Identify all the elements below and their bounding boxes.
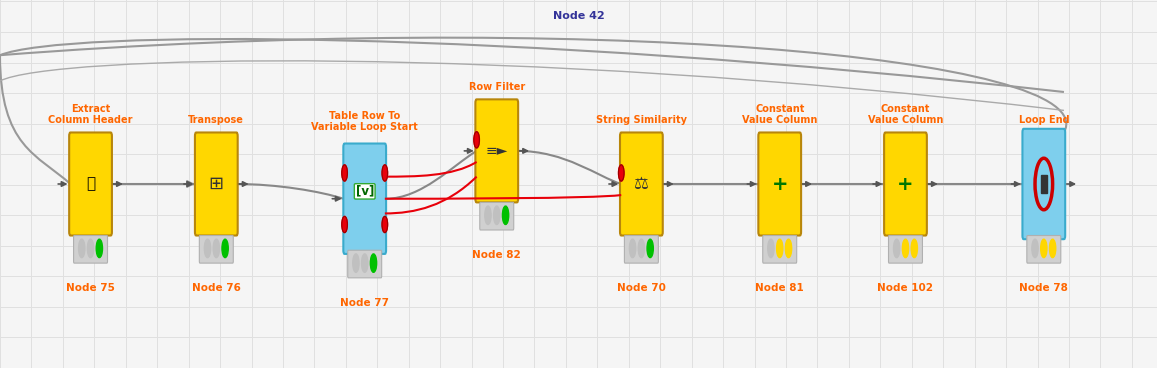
FancyBboxPatch shape (884, 132, 927, 236)
Circle shape (502, 206, 509, 224)
Circle shape (222, 239, 228, 258)
FancyBboxPatch shape (620, 132, 663, 236)
Text: ≡►: ≡► (486, 144, 508, 158)
FancyBboxPatch shape (194, 132, 237, 236)
Text: ⚖: ⚖ (634, 175, 649, 193)
Text: Node 75: Node 75 (66, 283, 115, 293)
Text: Transpose: Transpose (189, 115, 244, 125)
Circle shape (1040, 239, 1047, 258)
FancyBboxPatch shape (476, 99, 518, 202)
Circle shape (619, 165, 624, 181)
Text: Table Row To
Variable Loop Start: Table Row To Variable Loop Start (311, 111, 418, 132)
Circle shape (341, 216, 347, 233)
Circle shape (912, 239, 918, 258)
Bar (1040, 175, 1047, 193)
Text: +: + (772, 174, 788, 194)
Circle shape (647, 239, 654, 258)
Text: [v]: [v] (355, 185, 374, 198)
Text: Loop End: Loop End (1018, 115, 1069, 125)
Circle shape (485, 206, 491, 224)
Circle shape (629, 239, 635, 258)
Text: Extract
Column Header: Extract Column Header (49, 103, 133, 125)
Text: Node 102: Node 102 (877, 283, 934, 293)
Text: ⊞: ⊞ (208, 175, 223, 193)
Text: Constant
Value Column: Constant Value Column (868, 103, 943, 125)
FancyBboxPatch shape (762, 236, 797, 263)
Circle shape (361, 254, 368, 272)
Circle shape (776, 239, 783, 258)
Text: Node 78: Node 78 (1019, 283, 1068, 293)
Circle shape (79, 239, 84, 258)
FancyBboxPatch shape (758, 132, 801, 236)
Text: Node 81: Node 81 (756, 283, 804, 293)
FancyBboxPatch shape (1027, 236, 1061, 263)
Text: Row Filter: Row Filter (469, 82, 525, 92)
Circle shape (213, 239, 220, 258)
FancyBboxPatch shape (889, 236, 922, 263)
Circle shape (768, 239, 774, 258)
Circle shape (786, 239, 791, 258)
Text: Node 77: Node 77 (340, 298, 389, 308)
Circle shape (893, 239, 900, 258)
FancyBboxPatch shape (199, 236, 234, 263)
Text: String Similarity: String Similarity (596, 115, 687, 125)
FancyBboxPatch shape (348, 250, 382, 278)
Text: Node 76: Node 76 (192, 283, 241, 293)
Text: +: + (897, 174, 914, 194)
Circle shape (370, 254, 377, 272)
Circle shape (474, 132, 479, 148)
FancyBboxPatch shape (480, 202, 514, 230)
Circle shape (353, 254, 359, 272)
Circle shape (205, 239, 211, 258)
Circle shape (1049, 239, 1056, 258)
FancyBboxPatch shape (344, 144, 386, 254)
Circle shape (88, 239, 94, 258)
Circle shape (494, 206, 500, 224)
FancyBboxPatch shape (1023, 129, 1066, 239)
Circle shape (1032, 239, 1038, 258)
FancyBboxPatch shape (625, 236, 658, 263)
Text: 🔲: 🔲 (86, 177, 95, 191)
Circle shape (341, 165, 347, 181)
Text: Node 82: Node 82 (472, 250, 521, 260)
Circle shape (382, 216, 388, 233)
FancyBboxPatch shape (69, 132, 112, 236)
Circle shape (902, 239, 908, 258)
Circle shape (382, 165, 388, 181)
Text: Constant
Value Column: Constant Value Column (742, 103, 817, 125)
FancyBboxPatch shape (74, 236, 108, 263)
Circle shape (96, 239, 103, 258)
Text: Node 42: Node 42 (553, 11, 604, 21)
Circle shape (639, 239, 644, 258)
Text: Node 70: Node 70 (617, 283, 665, 293)
